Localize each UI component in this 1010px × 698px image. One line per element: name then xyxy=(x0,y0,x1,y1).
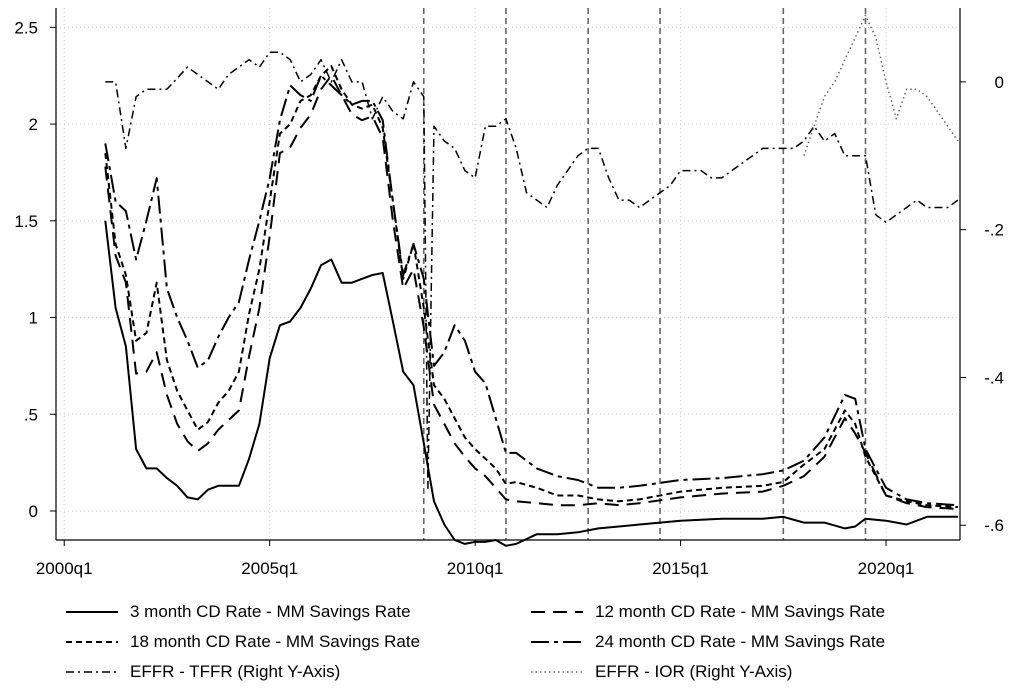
y-left-tick-label-4: 2 xyxy=(29,115,38,134)
vertical-reference-lines xyxy=(422,8,867,540)
y-right-tick-label-1: -.2 xyxy=(984,221,1004,240)
y-right-tick-label-3: -.6 xyxy=(984,516,1004,535)
x-tick-label-1: 2005q1 xyxy=(241,559,298,578)
grid xyxy=(56,8,960,540)
series-lines xyxy=(104,14,959,547)
legend-swatch-18m xyxy=(66,641,118,643)
series-line-1 xyxy=(104,74,958,510)
legend-label-effr-tffr: EFFR - TFFR (Right Y-Axis) xyxy=(130,662,341,681)
legend: 3 month CD Rate - MM Savings Rate 12 mon… xyxy=(66,600,996,684)
legend-label-3m: 3 month CD Rate - MM Savings Rate xyxy=(130,602,411,621)
legend-item-3m: 3 month CD Rate - MM Savings Rate xyxy=(66,600,531,624)
legend-item-effr-tffr: EFFR - TFFR (Right Y-Axis) xyxy=(66,660,531,684)
legend-swatch-3m xyxy=(66,611,118,613)
y-left-tick-label-2: 1 xyxy=(29,309,38,328)
legend-label-12m: 12 month CD Rate - MM Savings Rate xyxy=(595,602,886,621)
series-line-2 xyxy=(104,65,958,509)
x-tick-label-2: 2010q1 xyxy=(447,559,504,578)
x-tick-label-0: 2000q1 xyxy=(36,559,93,578)
legend-item-24m: 24 month CD Rate - MM Savings Rate xyxy=(531,630,996,654)
y-right-tick-label-2: -.4 xyxy=(984,368,1004,387)
y-right-tick-label-0: 0 xyxy=(995,73,1004,92)
series-line-5 xyxy=(803,14,959,157)
legend-swatch-effr-tffr xyxy=(66,671,118,673)
axes xyxy=(50,8,966,546)
x-tick-label-4: 2020q1 xyxy=(858,559,915,578)
x-tick-label-3: 2015q1 xyxy=(652,559,709,578)
series-line-4 xyxy=(105,51,959,490)
legend-item-12m: 12 month CD Rate - MM Savings Rate xyxy=(531,600,996,624)
series-line-0 xyxy=(104,220,958,547)
y-left-tick-label-3: 1.5 xyxy=(14,212,38,231)
legend-label-24m: 24 month CD Rate - MM Savings Rate xyxy=(595,632,886,651)
y-left-tick-label-1: .5 xyxy=(24,405,38,424)
series-line-3 xyxy=(104,74,958,507)
y-left-tick-label-0: 0 xyxy=(29,502,38,521)
legend-item-effr-ior: EFFR - IOR (Right Y-Axis) xyxy=(531,660,996,684)
legend-swatch-effr-ior xyxy=(531,671,583,673)
legend-label-effr-ior: EFFR - IOR (Right Y-Axis) xyxy=(595,662,793,681)
legend-swatch-24m xyxy=(531,641,583,643)
y-left-tick-label-5: 2.5 xyxy=(14,18,38,37)
tick-labels: 0 .5 1 1.5 2 2.5 0 -.2 -.4 -.6 2000q1 2005q1 2010q1 2… xyxy=(14,18,1004,578)
legend-swatch-12m xyxy=(531,611,583,613)
legend-label-18m: 18 month CD Rate - MM Savings Rate xyxy=(130,632,421,651)
legend-item-18m: 18 month CD Rate - MM Savings Rate xyxy=(66,630,531,654)
